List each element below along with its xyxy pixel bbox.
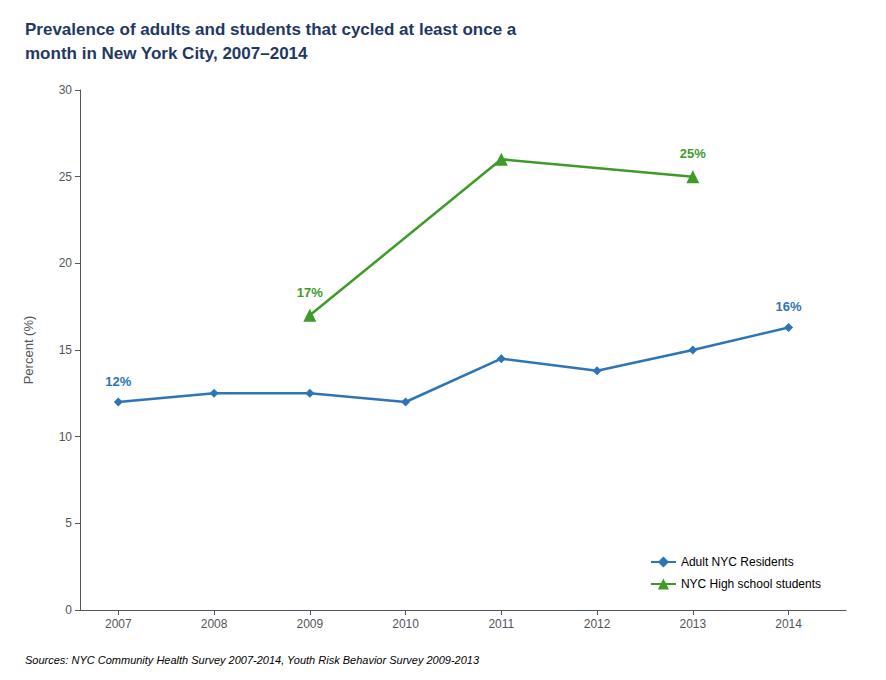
- svg-text:Percent (%): Percent (%): [21, 316, 36, 385]
- svg-text:month in New York City, 2007–2: month in New York City, 2007–2014: [25, 44, 308, 63]
- svg-text:2009: 2009: [296, 617, 323, 631]
- svg-text:Adult NYC Residents: Adult NYC Residents: [681, 555, 794, 569]
- svg-text:25: 25: [59, 170, 73, 184]
- svg-text:2007: 2007: [105, 617, 132, 631]
- svg-text:Prevalence of adults and stude: Prevalence of adults and students that c…: [25, 20, 517, 39]
- svg-text:Sources: NYC Community Health: Sources: NYC Community Health Survey 200…: [25, 654, 480, 666]
- svg-text:17%: 17%: [297, 285, 323, 300]
- svg-text:2011: 2011: [488, 617, 514, 631]
- svg-text:20: 20: [59, 256, 73, 270]
- svg-text:5: 5: [65, 516, 72, 530]
- svg-text:NYC High school students: NYC High school students: [681, 577, 821, 591]
- svg-text:12%: 12%: [105, 374, 131, 389]
- svg-text:25%: 25%: [680, 146, 706, 161]
- svg-text:2014: 2014: [775, 617, 802, 631]
- svg-text:2012: 2012: [584, 617, 611, 631]
- svg-text:16%: 16%: [776, 299, 802, 314]
- svg-text:2013: 2013: [679, 617, 706, 631]
- svg-text:10: 10: [59, 430, 73, 444]
- svg-text:2008: 2008: [201, 617, 228, 631]
- svg-text:0: 0: [65, 603, 72, 617]
- svg-text:15: 15: [59, 343, 73, 357]
- svg-text:30: 30: [59, 83, 73, 97]
- svg-text:2010: 2010: [392, 617, 419, 631]
